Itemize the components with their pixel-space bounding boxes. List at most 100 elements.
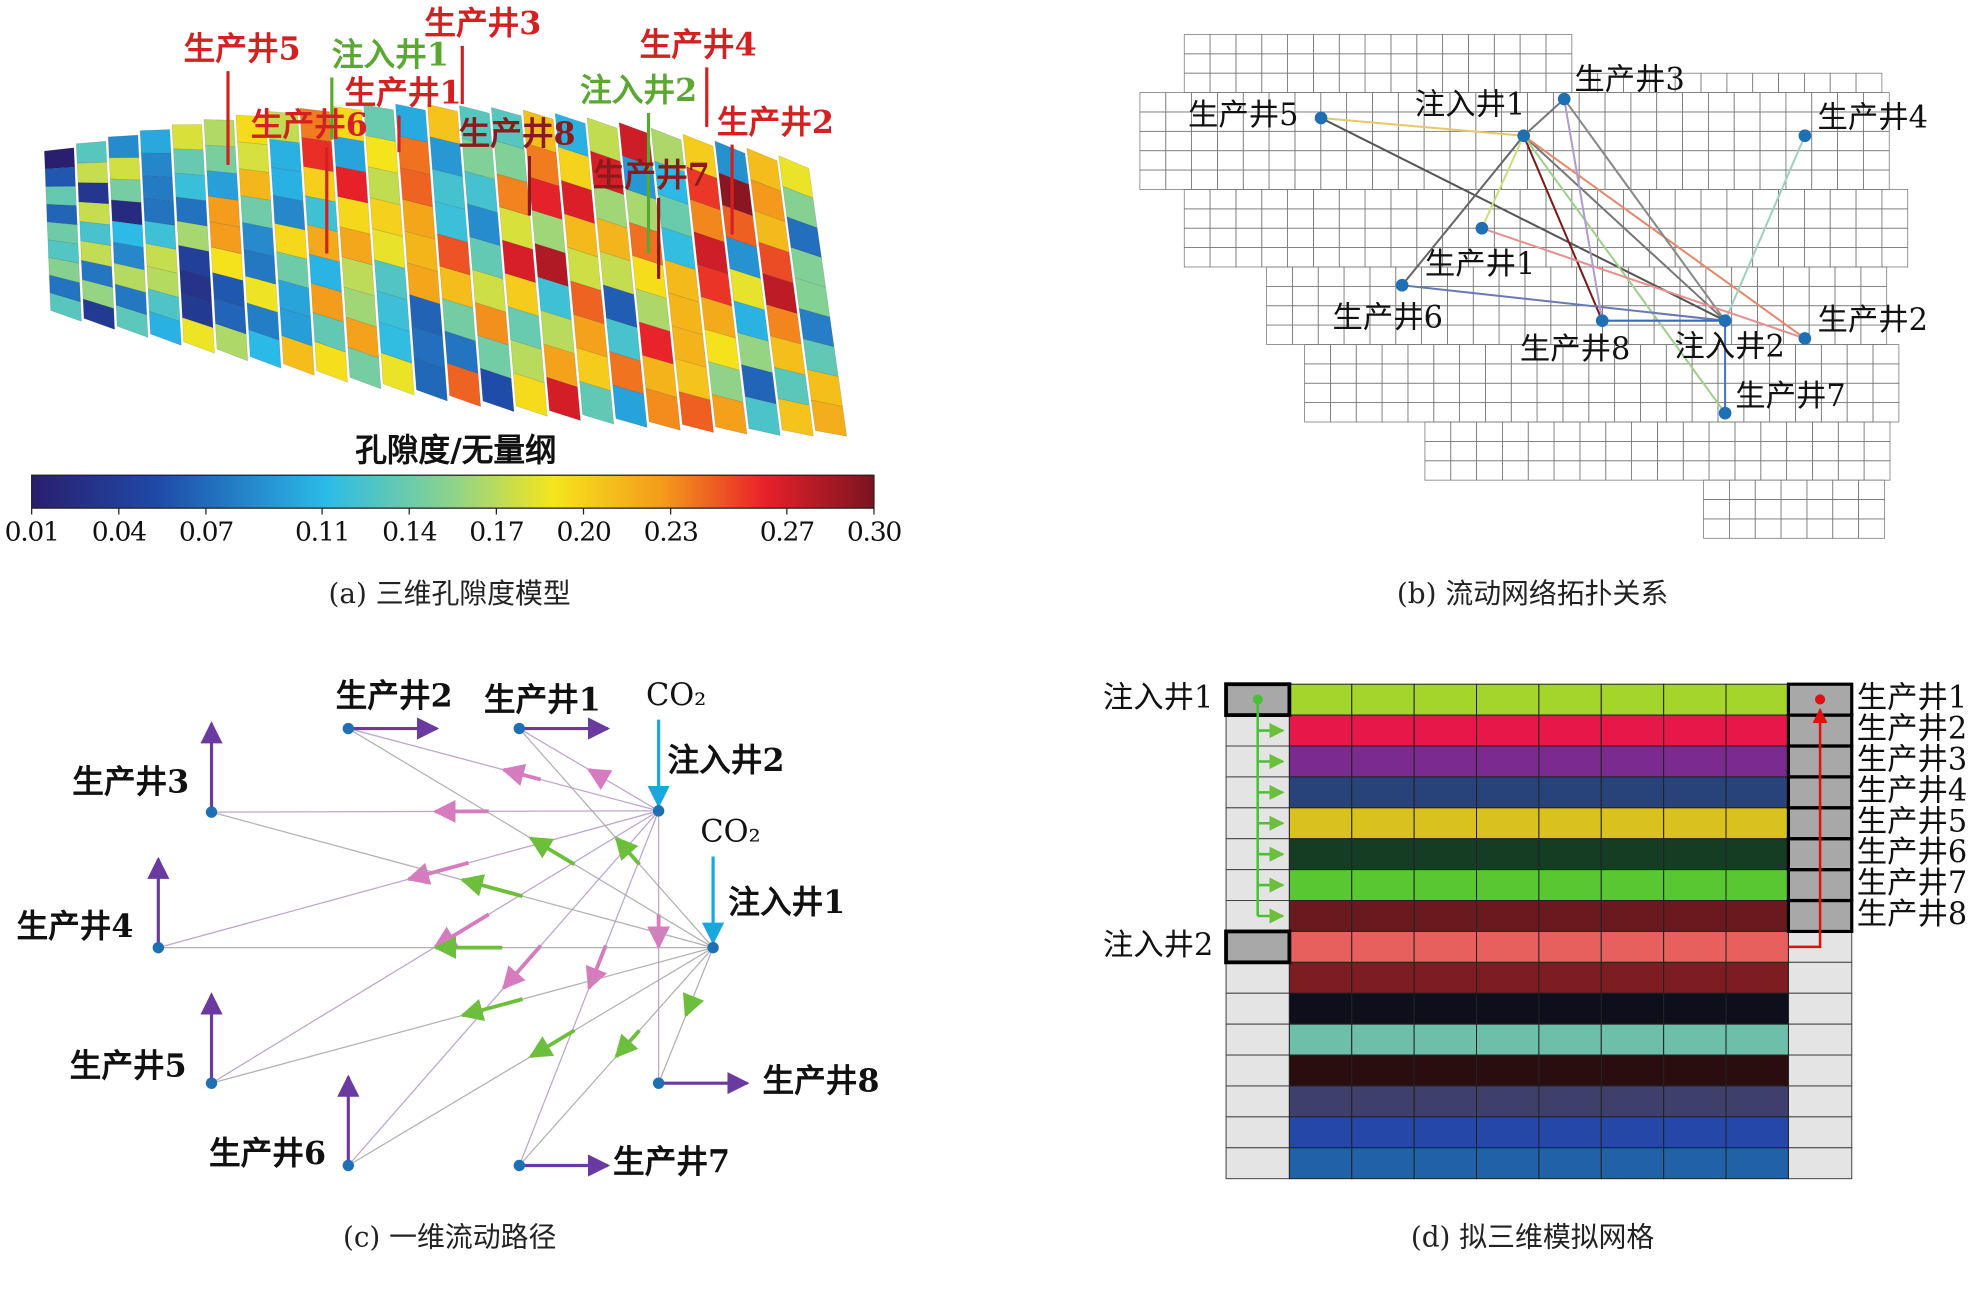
grid-cell bbox=[1468, 53, 1495, 74]
grid-cell bbox=[1183, 189, 1211, 210]
grid-cell bbox=[1165, 150, 1192, 171]
grid-cell bbox=[1760, 421, 1788, 442]
grid-cell bbox=[1364, 208, 1392, 229]
grid-cell bbox=[1381, 402, 1409, 423]
grid-cell bbox=[1657, 421, 1684, 442]
grid-cell bbox=[1235, 189, 1263, 210]
grid-cell bbox=[1759, 111, 1787, 132]
grid-cell bbox=[1733, 169, 1761, 190]
grid-cell bbox=[1476, 1085, 1540, 1118]
well-node bbox=[205, 806, 218, 818]
grid-cell bbox=[1261, 34, 1288, 55]
grid-cell bbox=[1829, 247, 1857, 268]
grid-cell bbox=[1472, 305, 1500, 326]
grid-cell bbox=[1786, 421, 1813, 442]
grid-cell bbox=[1665, 382, 1693, 404]
grid-cell bbox=[1369, 266, 1397, 287]
grid-cell bbox=[1682, 92, 1709, 113]
grid-cell bbox=[1288, 1023, 1353, 1056]
grid-cell bbox=[1183, 247, 1211, 268]
grid-cell bbox=[1413, 1023, 1478, 1056]
grid-cell bbox=[1726, 189, 1754, 210]
grid-cell bbox=[479, 367, 515, 413]
grid-cell bbox=[1538, 838, 1602, 871]
grid-cell bbox=[1631, 460, 1658, 481]
grid-cell bbox=[1837, 460, 1865, 481]
grid-cell bbox=[1364, 189, 1392, 210]
grid-cell bbox=[1734, 421, 1762, 442]
grid-cell bbox=[1600, 683, 1665, 716]
grid-cell bbox=[1287, 208, 1314, 229]
grid-cell bbox=[1663, 776, 1727, 809]
grid-cell bbox=[1812, 441, 1839, 462]
grid-cell bbox=[1588, 382, 1616, 404]
colorbar-tick-label: 0.20 bbox=[556, 516, 610, 547]
grid-cell bbox=[1288, 961, 1353, 994]
grid-cell bbox=[1139, 130, 1167, 152]
grid-cell bbox=[44, 166, 76, 187]
grid-cell bbox=[1578, 130, 1606, 152]
grid-cell bbox=[171, 124, 204, 151]
boundary-cell bbox=[1225, 961, 1290, 994]
grid-cell bbox=[1235, 208, 1263, 229]
well-node bbox=[1718, 314, 1732, 328]
grid-cell bbox=[1640, 382, 1667, 404]
grid-cell bbox=[1674, 227, 1702, 248]
grid-cell bbox=[1381, 363, 1409, 384]
grid-cell bbox=[1752, 72, 1779, 93]
grid-cell bbox=[1627, 324, 1655, 345]
grid-cell bbox=[1235, 247, 1263, 268]
grid-cell bbox=[1538, 745, 1602, 778]
co2-label: CO₂ bbox=[700, 815, 760, 850]
flow-connection bbox=[1563, 98, 1726, 322]
grid-cell bbox=[1700, 72, 1728, 93]
grid-cell bbox=[1545, 72, 1573, 93]
grid-cell bbox=[1372, 92, 1399, 113]
grid-cell bbox=[1837, 421, 1865, 442]
grid-cell bbox=[1266, 324, 1293, 345]
flow-arrow bbox=[528, 1028, 576, 1059]
caption: (a) 三维孔隙度模型 bbox=[329, 577, 571, 610]
grid-cell bbox=[1812, 460, 1839, 481]
grid-cell bbox=[1351, 1085, 1415, 1118]
well-label: 生产井5 bbox=[1857, 804, 1967, 839]
boundary-cell bbox=[1225, 1054, 1290, 1087]
grid-cell bbox=[1407, 382, 1435, 404]
grid-cell bbox=[1614, 382, 1641, 404]
grid-cell bbox=[1266, 266, 1293, 287]
grid-cell bbox=[1778, 189, 1805, 210]
grid-cell bbox=[1338, 227, 1366, 248]
grid-cell bbox=[1183, 208, 1211, 229]
well-node bbox=[707, 941, 719, 954]
grid-cell bbox=[1538, 961, 1602, 994]
well-node bbox=[205, 1077, 218, 1089]
grid-cell bbox=[1725, 1147, 1789, 1180]
grid-cell bbox=[1330, 363, 1357, 384]
grid-cell bbox=[1600, 1023, 1665, 1056]
grid-cell bbox=[1806, 499, 1834, 520]
well-label: 生产井6 bbox=[1857, 835, 1967, 870]
grid-cell bbox=[1355, 363, 1383, 384]
grid-cell bbox=[1304, 402, 1331, 423]
grid-cell bbox=[1860, 266, 1888, 287]
grid-cell bbox=[546, 376, 581, 421]
grid-cell bbox=[1372, 130, 1399, 152]
boundary-cell bbox=[1787, 1147, 1853, 1180]
grid-cell bbox=[1663, 1085, 1727, 1118]
grid-cell bbox=[1832, 479, 1859, 500]
grid-cell bbox=[1707, 150, 1735, 171]
grid-cell bbox=[1725, 807, 1789, 840]
grid-cell bbox=[1330, 402, 1357, 423]
grid-cell bbox=[1313, 247, 1340, 268]
grid-cell bbox=[314, 341, 348, 383]
grid-cell bbox=[1726, 208, 1754, 229]
grid-cell bbox=[1538, 869, 1602, 902]
grid-cell bbox=[1287, 34, 1314, 55]
grid-cell bbox=[1538, 992, 1602, 1025]
grid-cell bbox=[1468, 34, 1495, 55]
well-label: 注入井1 bbox=[332, 37, 449, 74]
grid-cell bbox=[1423, 130, 1451, 152]
grid-cell bbox=[1782, 285, 1810, 307]
flow-connection bbox=[1523, 98, 1565, 137]
